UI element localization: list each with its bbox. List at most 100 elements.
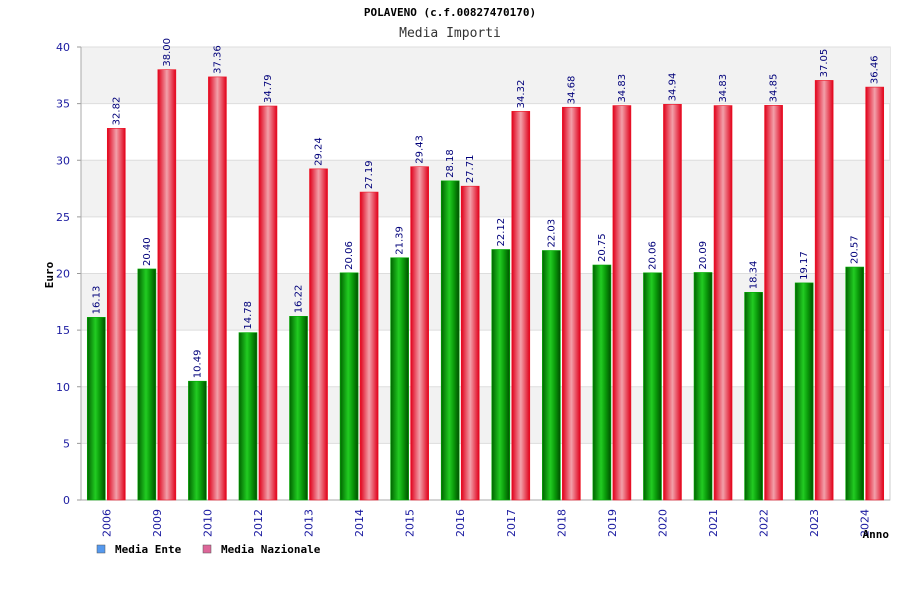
data-label: 20.57 <box>850 235 861 264</box>
chart-subtitle: Media Importi <box>399 26 501 41</box>
y-tick-label: 35 <box>56 98 70 111</box>
data-label: 10.49 <box>192 350 203 379</box>
data-label: 34.32 <box>516 80 527 109</box>
y-tick-label: 40 <box>56 41 70 54</box>
y-axis-label: Euro <box>43 261 56 288</box>
data-label: 29.24 <box>314 137 325 166</box>
bar-media-nazionale <box>106 128 126 501</box>
y-tick-label: 10 <box>56 381 70 394</box>
y-tick-label: 20 <box>56 268 70 281</box>
bar-media-nazionale <box>258 105 278 501</box>
y-tick-label: 25 <box>56 211 70 224</box>
data-label: 38.00 <box>162 38 173 67</box>
x-tick-label: 2016 <box>454 509 467 537</box>
x-tick-label: 2017 <box>505 509 518 537</box>
data-label: 27.19 <box>364 160 375 189</box>
data-label: 18.34 <box>749 261 760 290</box>
data-label: 20.40 <box>142 237 153 266</box>
data-label: 29.43 <box>415 135 426 164</box>
legend: Media Ente Media Nazionale <box>96 543 321 556</box>
bar-media-ente <box>592 264 612 501</box>
data-label: 14.78 <box>243 301 254 330</box>
data-labels: 16.13 32.82 20.40 38.00 10.49 37.36 14.78 34.79… <box>91 38 880 378</box>
bar-media-ente <box>339 272 359 501</box>
legend-label-ente: Media Ente <box>115 543 182 556</box>
bar-media-nazionale <box>208 76 227 501</box>
bar-media-ente <box>491 249 511 501</box>
data-label: 22.03 <box>546 219 557 248</box>
bars <box>86 69 885 501</box>
y-tick-label: 15 <box>56 324 70 337</box>
bar-media-nazionale <box>410 166 429 501</box>
x-tick-label: 2010 <box>201 509 214 537</box>
bar-media-nazionale <box>359 191 379 501</box>
bar-media-ente <box>390 257 409 501</box>
bar-media-ente <box>440 180 460 501</box>
data-label: 34.68 <box>566 76 577 105</box>
x-tick-label: 2006 <box>100 509 113 537</box>
x-axis-ticks: 2006 2009 2010 2012 2013 2014 2015 2016 2017 2018… <box>100 509 871 537</box>
legend-swatch-ente <box>96 544 106 554</box>
y-axis-ticks: 0 5 10 15 20 25 30 35 40 <box>56 41 70 507</box>
bar-media-ente <box>643 272 662 501</box>
x-tick-label: 2021 <box>707 509 720 537</box>
bar-media-ente <box>845 266 865 501</box>
data-label: 37.05 <box>819 49 830 78</box>
x-tick-label: 2024 <box>859 509 872 537</box>
data-label: 34.79 <box>263 74 274 103</box>
x-tick-label: 2023 <box>808 509 821 537</box>
x-tick-label: 2020 <box>656 509 669 537</box>
bar-media-ente <box>542 250 561 501</box>
data-label: 20.06 <box>344 241 355 270</box>
data-label: 20.75 <box>597 233 608 262</box>
data-label: 34.94 <box>667 73 678 102</box>
data-label: 28.18 <box>445 149 456 178</box>
y-tick-label: 30 <box>56 154 70 167</box>
x-tick-label: 2022 <box>758 509 771 537</box>
x-tick-label: 2014 <box>353 509 366 537</box>
data-label: 36.46 <box>870 55 881 84</box>
data-label: 21.39 <box>395 226 406 255</box>
bar-media-nazionale <box>663 104 682 501</box>
data-label: 19.17 <box>799 251 810 280</box>
bar-media-ente <box>238 332 258 501</box>
legend-swatch-nazionale <box>202 544 212 554</box>
bar-media-ente <box>86 317 106 501</box>
bar-media-ente <box>137 268 157 501</box>
bar-media-ente <box>289 316 308 501</box>
data-label: 16.22 <box>294 285 305 314</box>
data-label: 37.36 <box>212 45 223 74</box>
data-label: 20.09 <box>698 241 709 270</box>
x-tick-label: 2015 <box>404 509 417 537</box>
data-label: 16.13 <box>91 286 102 315</box>
bar-media-nazionale <box>511 111 531 501</box>
bar-media-nazionale <box>562 106 581 501</box>
bar-media-nazionale <box>814 80 834 501</box>
legend-label-nazionale: Media Nazionale <box>221 543 321 556</box>
data-label: 34.83 <box>617 74 628 103</box>
bar-media-nazionale <box>612 105 632 501</box>
data-label: 22.12 <box>496 218 507 247</box>
y-tick-label: 0 <box>63 494 70 507</box>
x-tick-label: 2018 <box>555 509 568 537</box>
bar-media-nazionale <box>460 185 480 501</box>
data-label: 34.85 <box>769 74 780 103</box>
x-tick-label: 2019 <box>606 509 619 537</box>
bar-media-ente <box>744 291 763 501</box>
data-label: 34.83 <box>718 74 729 103</box>
y-tick-label: 5 <box>63 437 70 450</box>
x-axis-label: Anno <box>863 528 890 541</box>
bar-media-ente <box>794 282 814 501</box>
bar-media-ente <box>693 272 713 501</box>
bar-media-nazionale <box>713 105 733 501</box>
data-label: 32.82 <box>111 97 122 126</box>
bar-media-nazionale <box>764 105 783 501</box>
chart-title: POLAVENO (c.f.00827470170) <box>364 6 536 19</box>
data-label: 27.71 <box>465 155 476 184</box>
x-tick-label: 2012 <box>252 509 265 537</box>
x-tick-label: 2009 <box>151 509 164 537</box>
bar-media-nazionale <box>865 86 885 501</box>
bar-media-ente <box>188 380 207 501</box>
x-tick-label: 2013 <box>303 509 316 537</box>
